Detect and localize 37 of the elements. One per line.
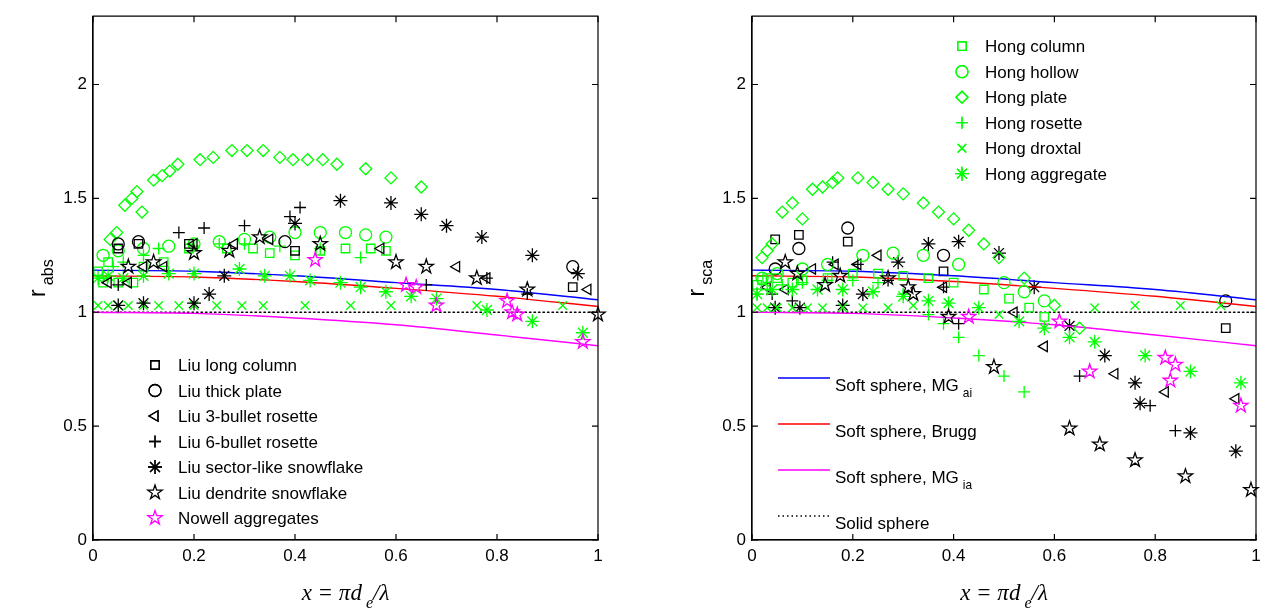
legend-label: Liu dendrite snowflake (178, 483, 348, 503)
x-tick-label: 0.8 (485, 545, 509, 565)
legend-label: Liu 6-bullet rosette (178, 432, 318, 452)
legend-label: Soft sphere, Brugg (835, 422, 977, 441)
x-tick-label: 0.6 (1042, 545, 1067, 565)
x-tick-label: 0.8 (1143, 545, 1168, 565)
legend-label: Liu thick plate (178, 381, 282, 401)
y-tick-label: 1.5 (63, 188, 87, 208)
legend-label: Solid sphere (835, 514, 930, 533)
legend-label: Hong droxtal (985, 139, 1082, 159)
x-tick-label: 0.2 (182, 545, 206, 565)
y-tick-label: 0 (77, 529, 87, 549)
x-tick-label: 0.6 (384, 545, 408, 565)
legend-label: Hong rosette (985, 113, 1083, 133)
legend-label: Hong column (985, 37, 1086, 57)
y-tick-label: 1.5 (722, 188, 746, 208)
y-axis-title: rabs (24, 259, 57, 297)
x-tick-label: 0.4 (941, 545, 966, 565)
legend-label: Nowell aggregates (178, 509, 319, 528)
y-tick-label: 1 (736, 301, 746, 321)
y-tick-label: 0 (736, 529, 746, 549)
x-tick-label: 1 (593, 545, 603, 565)
y-tick-label: 0.5 (722, 415, 746, 435)
x-tick-label: 0.2 (840, 545, 865, 565)
legend-label: Hong plate (985, 88, 1068, 108)
legend-label: Liu sector-like snowflake (178, 458, 364, 477)
x-tick-label: 1 (1251, 545, 1261, 565)
legend-label: Hong hollow (985, 62, 1080, 82)
legend-label: Liu long column (178, 356, 298, 375)
y-tick-label: 1 (77, 301, 87, 321)
y-tick-label: 2 (77, 74, 87, 94)
legend-label: Hong aggregate (985, 164, 1107, 184)
legend-label: Liu 3-bullet rosette (178, 407, 318, 426)
y-tick-label: 2 (736, 74, 746, 94)
x-tick-label: 0.4 (283, 545, 307, 565)
y-axis-title: rsca (683, 259, 716, 297)
y-tick-label: 0.5 (63, 415, 87, 435)
